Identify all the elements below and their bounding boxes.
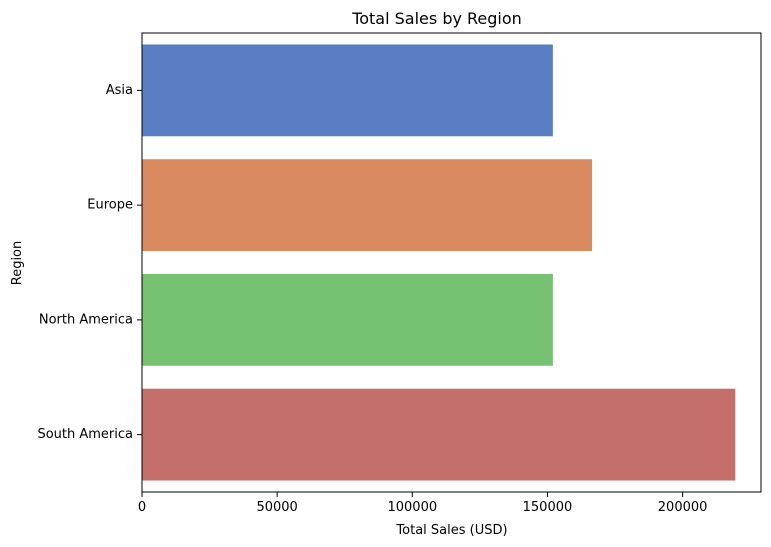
chart-title: Total Sales by Region: [351, 9, 522, 28]
plot-frame: [141, 32, 762, 493]
x-tick-label-0: 0: [138, 500, 146, 515]
bar-north-america: [142, 273, 553, 366]
y-tick-label-north-america: North America: [39, 312, 133, 327]
x-axis-label: Total Sales (USD): [395, 523, 507, 538]
y-axis-label: Region: [10, 241, 25, 286]
x-axis-ticks: 0 50000 100000 150000 200000: [138, 492, 708, 515]
x-tick-label-50000: 50000: [256, 500, 297, 515]
x-tick-label-100000: 100000: [387, 500, 437, 515]
x-tick-label-150000: 150000: [523, 500, 573, 515]
bar-south-america: [142, 388, 736, 481]
y-tick-label-asia: Asia: [106, 83, 133, 98]
y-axis-ticks: Asia Europe North America South America: [37, 83, 142, 442]
bar-europe: [142, 159, 593, 252]
y-tick-label-europe: Europe: [87, 198, 133, 213]
y-tick-label-south-america: South America: [37, 427, 133, 442]
x-tick-label-200000: 200000: [658, 500, 708, 515]
bar-asia: [142, 44, 553, 137]
bars-group: [142, 44, 736, 481]
